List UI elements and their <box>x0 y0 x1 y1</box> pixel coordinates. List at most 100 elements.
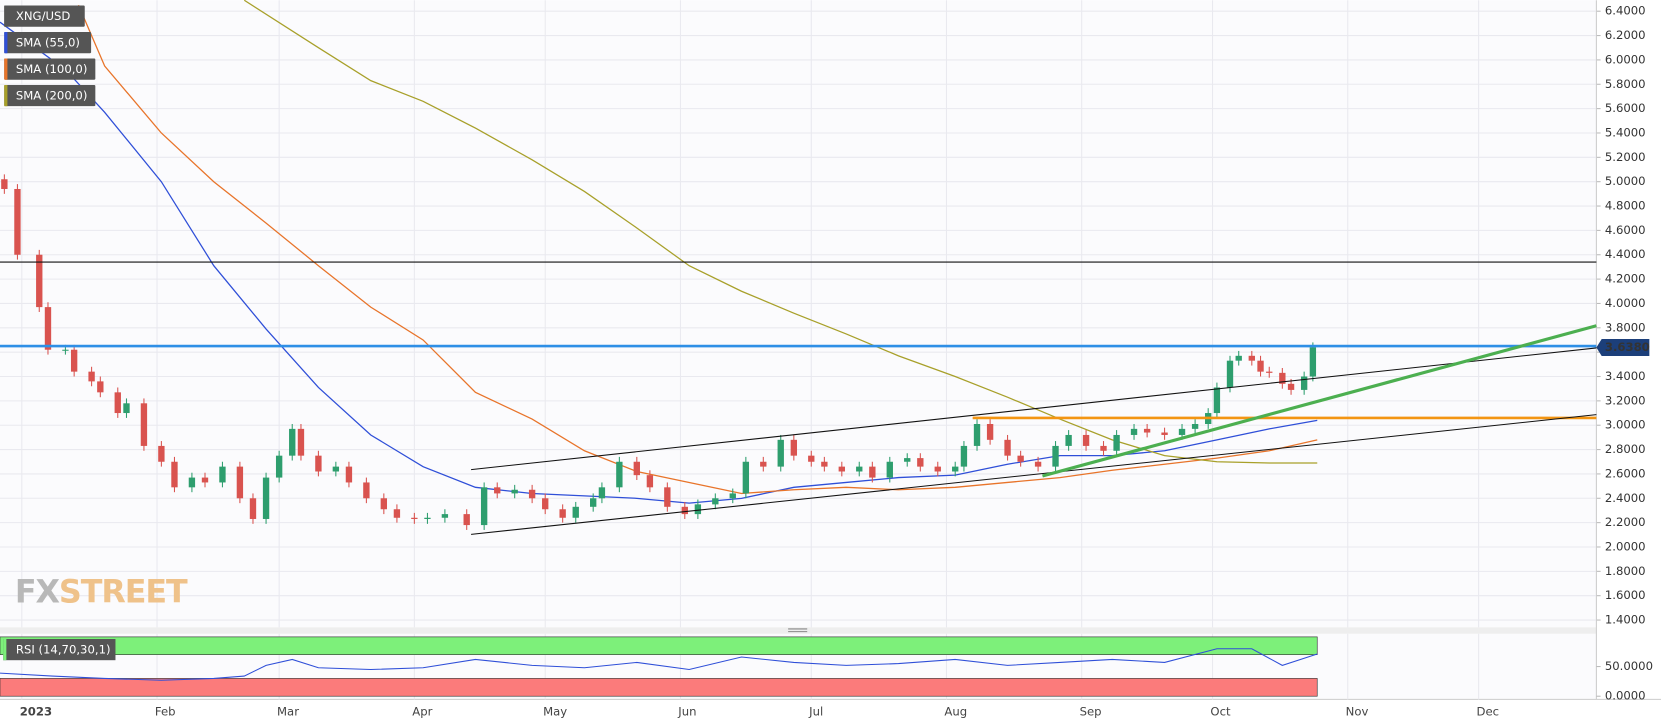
candle-body <box>1226 360 1234 388</box>
candle-body <box>1034 461 1042 467</box>
marks <box>0 0 1597 697</box>
x-tick-label: Feb <box>155 705 176 719</box>
candle-body <box>332 466 340 472</box>
watermark-fx: FX <box>15 574 60 610</box>
candle-body <box>1300 376 1308 390</box>
y-tick-label: 4.0000 <box>1605 296 1646 310</box>
candle-body <box>158 445 165 462</box>
candle-body <box>904 458 911 462</box>
candle-body <box>171 461 178 488</box>
trend-line <box>471 414 1597 535</box>
candle-body <box>528 489 536 499</box>
rsi-legend-box <box>3 639 116 661</box>
y-tick-label: 6.2000 <box>1605 28 1646 42</box>
candle-body <box>1161 432 1168 435</box>
legend-swatch <box>4 32 8 54</box>
price-tag <box>1596 339 1650 357</box>
candle-body <box>14 188 21 255</box>
candle-body <box>463 514 470 526</box>
candle-body <box>1178 428 1186 435</box>
candle-body <box>1 179 8 189</box>
candle-body <box>952 466 959 472</box>
candle-body <box>742 461 750 494</box>
candle-body <box>393 509 401 518</box>
candle-body <box>1266 371 1273 373</box>
candle-body <box>1065 434 1072 446</box>
candle-body <box>1191 424 1199 429</box>
y-tick-label: 2.4000 <box>1605 491 1646 505</box>
y-tick-label: 4.6000 <box>1605 223 1646 237</box>
labels: 1.4000 1.6000 1.8000 2.0000 2.2000 2.4000 2.60… <box>3 4 1653 719</box>
candle-body <box>1257 360 1264 372</box>
candle-body <box>559 509 566 518</box>
candle-body <box>790 439 798 456</box>
candle-body <box>646 475 654 488</box>
y-tick-label: 3.0000 <box>1605 418 1646 432</box>
candle-body <box>380 498 388 510</box>
panel-divider[interactable] <box>0 627 1597 634</box>
x-tick-label: Dec <box>1476 705 1499 719</box>
candle-body <box>1004 439 1011 456</box>
y-tick-label: 6.4000 <box>1605 4 1646 18</box>
candle-body <box>712 498 719 505</box>
y-tick-label: 5.8000 <box>1605 77 1646 91</box>
sma-line <box>243 0 1318 464</box>
y-tick-label: 2.6000 <box>1605 466 1646 480</box>
candle-body <box>88 371 95 382</box>
rsi-legend-swatch <box>3 639 7 661</box>
candle-body <box>62 349 69 351</box>
x-tick-label: 2023 <box>20 705 52 719</box>
y-tick-label: 2.8000 <box>1605 442 1646 456</box>
legend-swatch <box>4 58 8 80</box>
candle-body <box>572 506 579 518</box>
y-tick-label: 6.0000 <box>1605 52 1646 66</box>
candle-body <box>1248 355 1255 361</box>
candle-body <box>973 424 981 446</box>
candle-body <box>1130 428 1138 435</box>
candle-body <box>480 487 488 526</box>
candle-body <box>140 403 148 446</box>
candle-body <box>1113 434 1120 451</box>
candle-body <box>1213 387 1221 414</box>
candle-body <box>838 466 845 472</box>
trend-line <box>1042 324 1597 478</box>
y-tick-label: 4.8000 <box>1605 199 1646 213</box>
candle-body <box>345 466 353 483</box>
candle-body <box>219 466 226 483</box>
candle-body <box>262 477 270 519</box>
candle-body <box>36 254 43 308</box>
candle-body <box>917 458 924 467</box>
legend-swatch <box>4 5 8 27</box>
candle-body <box>681 506 688 515</box>
candle-body <box>760 461 767 467</box>
candle-body <box>886 461 893 478</box>
rsi-line <box>0 648 1318 681</box>
sma-line <box>77 4 1318 495</box>
legend-label: SMA (100,0) <box>16 62 88 76</box>
candle-body <box>869 466 876 478</box>
x-tick-label: Jul <box>808 705 823 719</box>
x-tick-label: Nov <box>1346 705 1369 719</box>
candle-body <box>97 381 104 393</box>
candle-body <box>70 349 78 372</box>
candle-body <box>856 466 863 472</box>
candle-body <box>590 498 597 507</box>
candle-body <box>1309 347 1317 377</box>
candle-body <box>315 455 322 472</box>
divider-handle[interactable] <box>788 628 808 633</box>
candle-body <box>986 424 994 440</box>
candle-body <box>363 482 370 499</box>
candle-body <box>1235 355 1242 361</box>
candle-body <box>201 477 209 483</box>
watermark: FXSTREET <box>15 574 188 610</box>
y-tick-label: 2.0000 <box>1605 539 1646 553</box>
candle-body <box>289 428 296 456</box>
candle-body <box>1143 428 1151 433</box>
candle-body <box>441 514 449 518</box>
legend-label: SMA (200,0) <box>16 89 88 103</box>
legend-box <box>4 58 96 80</box>
candle-body <box>729 493 736 499</box>
y-tick-label: 4.4000 <box>1605 247 1646 261</box>
